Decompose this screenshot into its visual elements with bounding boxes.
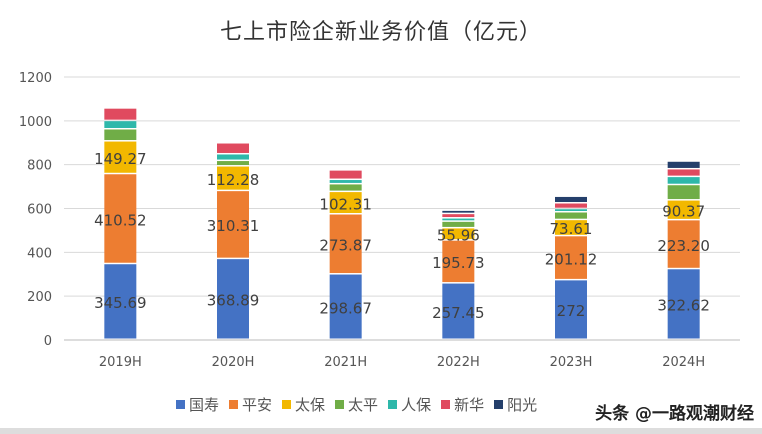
y-tick-label: 200 bbox=[27, 290, 52, 305]
legend-swatch bbox=[176, 400, 185, 409]
legend-item: 太保 bbox=[282, 394, 325, 415]
legend-label: 太保 bbox=[295, 396, 326, 414]
bar-segment bbox=[442, 283, 475, 339]
bar-segment bbox=[555, 220, 587, 235]
y-tick-label: 1000 bbox=[19, 115, 52, 130]
legend-label: 国寿 bbox=[189, 396, 220, 414]
bar-segment bbox=[555, 209, 587, 212]
bar-segment bbox=[555, 280, 587, 339]
data-label: 73.61 bbox=[550, 220, 593, 238]
legend-item: 阳光 bbox=[494, 394, 537, 415]
legend-item: 太平 bbox=[335, 394, 378, 415]
bar-segment bbox=[442, 210, 475, 213]
y-tick-label: 800 bbox=[27, 159, 52, 174]
legend-swatch bbox=[335, 400, 345, 409]
data-label: 273.87 bbox=[319, 237, 372, 255]
watermark: 头条 @一路观潮财经 bbox=[595, 404, 754, 424]
bar-segment bbox=[217, 191, 249, 258]
bar-segment bbox=[667, 169, 700, 176]
y-tick-label: 400 bbox=[27, 246, 52, 261]
data-label: 257.45 bbox=[432, 304, 485, 322]
data-label: 55.96 bbox=[437, 227, 480, 245]
legend-swatch bbox=[229, 400, 239, 409]
x-tick-label: 2022H bbox=[437, 355, 480, 370]
data-label: 410.52 bbox=[94, 211, 147, 229]
y-tick-label: 0 bbox=[44, 334, 52, 349]
bar-segment bbox=[329, 180, 362, 183]
bar-segment bbox=[442, 218, 475, 221]
legend-label: 人保 bbox=[401, 396, 432, 414]
bar-segment bbox=[667, 269, 700, 339]
bar-segment bbox=[217, 259, 249, 339]
legend-label: 新华 bbox=[454, 396, 485, 414]
bar-segment bbox=[104, 108, 137, 120]
bar-segment bbox=[329, 184, 362, 191]
data-label: 322.62 bbox=[657, 297, 710, 315]
legend-item: 国寿 bbox=[176, 394, 219, 415]
bar-segment bbox=[329, 192, 362, 214]
data-label: 272 bbox=[557, 302, 586, 320]
bar-segment bbox=[104, 141, 137, 173]
data-label: 368.89 bbox=[207, 292, 260, 310]
y-tick-label: 600 bbox=[27, 203, 52, 218]
bar-segment bbox=[329, 214, 362, 274]
legend-swatch bbox=[441, 400, 451, 409]
bar-segment bbox=[329, 274, 362, 339]
bar-segment bbox=[442, 214, 475, 218]
bar-segment bbox=[555, 203, 587, 208]
legend-item: 人保 bbox=[388, 394, 431, 415]
bar-segment bbox=[217, 154, 249, 160]
bar-segment bbox=[104, 174, 137, 263]
data-label: 102.31 bbox=[319, 195, 372, 213]
bar-segment bbox=[217, 166, 249, 190]
bar-segment bbox=[329, 170, 362, 179]
legend: 国寿 平安 太保 太平 人保 新华 阳光 bbox=[176, 394, 537, 415]
bar-segment bbox=[442, 221, 475, 227]
data-label: 195.73 bbox=[432, 254, 485, 272]
legend-label: 太平 bbox=[348, 396, 379, 414]
bar-segment bbox=[217, 161, 249, 166]
x-tick-label: 2021H bbox=[324, 355, 367, 370]
data-label: 298.67 bbox=[319, 299, 372, 317]
data-label: 310.31 bbox=[207, 217, 260, 235]
data-label: 223.20 bbox=[657, 237, 710, 255]
data-label: 90.37 bbox=[662, 202, 705, 220]
bar-segment bbox=[442, 228, 475, 240]
legend-item: 新华 bbox=[441, 394, 484, 415]
bar-segment bbox=[217, 143, 249, 153]
legend-swatch bbox=[282, 400, 292, 409]
data-label: 345.69 bbox=[94, 294, 147, 312]
legend-swatch bbox=[388, 400, 398, 409]
bar-segment bbox=[555, 236, 587, 279]
bar-segment bbox=[667, 220, 700, 268]
x-tick-label: 2024H bbox=[662, 355, 705, 370]
bar-segment bbox=[667, 161, 700, 168]
data-label: 149.27 bbox=[94, 150, 147, 168]
bar-segment bbox=[104, 129, 137, 141]
x-tick-label: 2020H bbox=[212, 355, 255, 370]
legend-item: 平安 bbox=[229, 394, 272, 415]
x-tick-label: 2019H bbox=[99, 355, 142, 370]
legend-label: 阳光 bbox=[507, 396, 538, 414]
chart-title: 七上市险企新业务价值（亿元） bbox=[219, 20, 542, 45]
x-tick-label: 2023H bbox=[550, 355, 593, 370]
bar-segment bbox=[555, 196, 587, 203]
data-label: 112.28 bbox=[207, 171, 260, 189]
bar-segment bbox=[667, 177, 700, 184]
bar-segment bbox=[442, 240, 475, 283]
y-tick-label: 1200 bbox=[19, 71, 52, 86]
bar-segment bbox=[104, 264, 137, 339]
legend-swatch bbox=[494, 400, 504, 409]
bar-segment bbox=[667, 200, 700, 219]
bar-segment bbox=[667, 185, 700, 200]
bottom-bar bbox=[0, 428, 762, 434]
data-label: 201.12 bbox=[545, 250, 598, 268]
legend-label: 平安 bbox=[242, 396, 273, 414]
bar-segment bbox=[555, 212, 587, 219]
bar-segment bbox=[104, 121, 137, 128]
